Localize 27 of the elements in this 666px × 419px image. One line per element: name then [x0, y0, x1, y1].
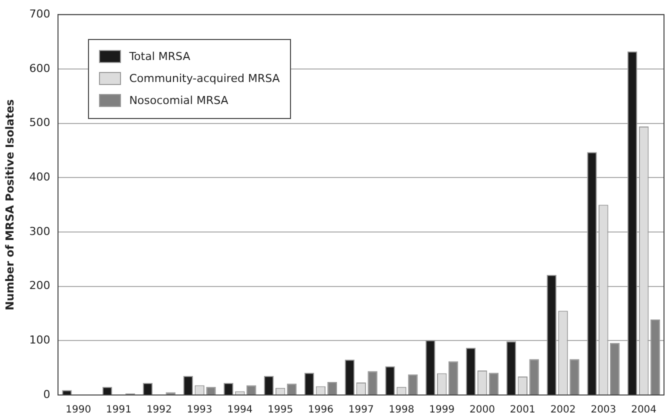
y-tick-label: 700 [29, 7, 50, 20]
y-tick-label: 500 [29, 116, 50, 130]
x-tick-label: 1991 [106, 404, 132, 416]
x-tick-label: 2004 [631, 404, 657, 416]
y-tick-label: 0 [43, 388, 50, 401]
x-tick-label: 1994 [227, 404, 253, 416]
x-tick-label: 1993 [186, 404, 212, 416]
legend-label: Total MRSA [129, 50, 190, 64]
legend-label: Nosocomial MRSA [129, 94, 228, 108]
y-tick-label: 100 [29, 334, 50, 347]
x-tick-label: 2000 [470, 404, 495, 416]
y-tick-label: 600 [29, 62, 50, 75]
x-tick-label: 1998 [388, 404, 414, 416]
y-tick-label: 400 [29, 170, 50, 184]
x-tick-label: 1997 [348, 404, 374, 416]
x-tick-label: 1996 [308, 404, 334, 416]
x-tick-label: 1995 [268, 404, 294, 416]
x-tick-label: 1990 [66, 404, 92, 416]
y-tick-label: 300 [29, 224, 50, 238]
x-tick-label: 1992 [146, 404, 172, 416]
y-axis-title: Number of MRSA Positive Isolates [3, 98, 16, 310]
legend-label: Community-acquired MRSA [129, 72, 280, 86]
x-tick-label: 2003 [590, 404, 616, 416]
x-tick-label: 1999 [429, 404, 455, 416]
y-tick-label: 200 [29, 279, 50, 292]
x-tick-label: 2001 [510, 404, 536, 416]
x-tick-label: 2002 [550, 404, 576, 416]
